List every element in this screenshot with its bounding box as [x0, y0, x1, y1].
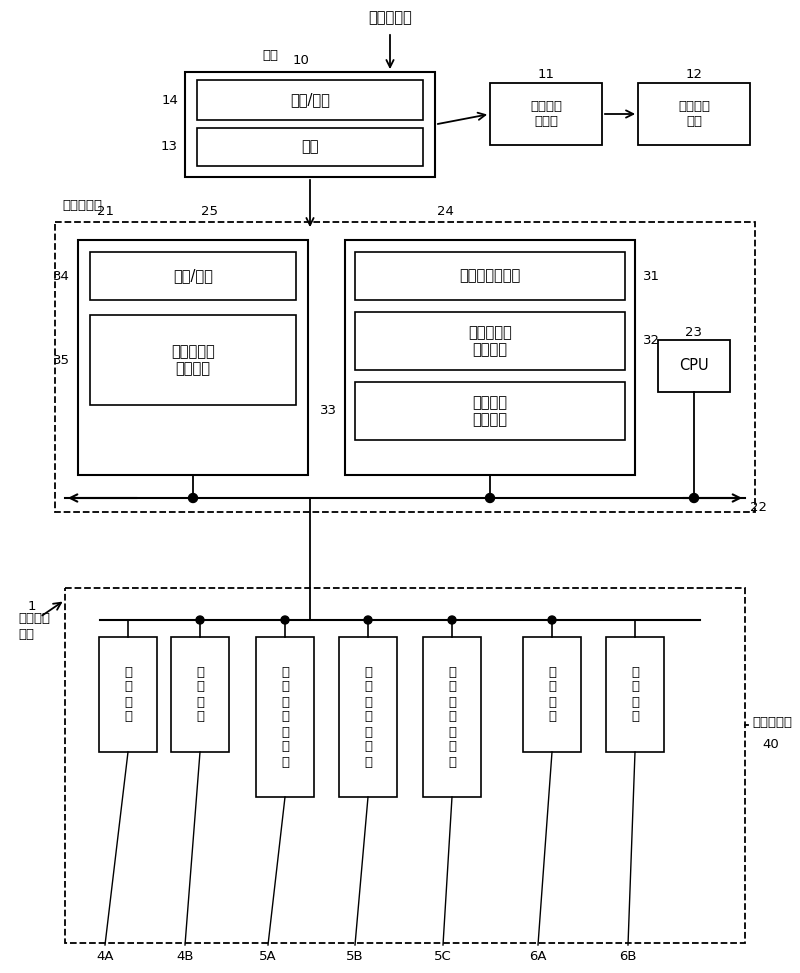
Bar — [171, 637, 229, 752]
Text: 显
像
装
置: 显 像 装 置 — [631, 666, 639, 724]
Bar — [355, 382, 625, 440]
Text: 4A: 4A — [96, 950, 114, 963]
Bar — [90, 252, 296, 300]
Text: 顶部输送
装置: 顶部输送 装置 — [678, 100, 710, 128]
Bar — [197, 128, 423, 166]
Circle shape — [486, 493, 494, 502]
Circle shape — [548, 616, 556, 624]
Text: 31: 31 — [643, 270, 660, 282]
Text: 方案/参数: 方案/参数 — [290, 92, 330, 107]
Text: 14: 14 — [161, 93, 178, 106]
Circle shape — [690, 493, 698, 502]
Text: 批量的交出
控制程序: 批量的交出 控制程序 — [468, 325, 512, 357]
Text: 显
像
装
置: 显 像 装 置 — [548, 666, 556, 724]
Text: 13: 13 — [161, 140, 178, 154]
Bar — [55, 222, 755, 512]
Bar — [423, 637, 481, 797]
Bar — [197, 80, 423, 120]
Text: 涂
敷
装
置: 涂 敷 装 置 — [196, 666, 204, 724]
Circle shape — [189, 493, 198, 502]
Text: 装置的状况
信息数据: 装置的状况 信息数据 — [171, 343, 215, 377]
Text: 11: 11 — [538, 68, 554, 82]
Text: 24: 24 — [437, 205, 454, 218]
Text: 涂
敷
装
置: 涂 敷 装 置 — [124, 666, 132, 724]
Bar — [90, 315, 296, 405]
Text: 程序: 程序 — [302, 139, 318, 155]
Bar — [78, 240, 308, 475]
Text: 35: 35 — [53, 353, 70, 367]
Text: 系统: 系统 — [18, 628, 34, 641]
Bar — [490, 83, 602, 145]
Text: 6A: 6A — [530, 950, 546, 963]
Text: 1: 1 — [28, 600, 37, 613]
Text: 34: 34 — [53, 270, 70, 282]
Text: 32: 32 — [643, 335, 660, 347]
Text: 21: 21 — [97, 205, 114, 218]
Text: CPU: CPU — [679, 358, 709, 374]
Text: 自动输送
控制部: 自动输送 控制部 — [530, 100, 562, 128]
Text: 方案/参数: 方案/参数 — [173, 269, 213, 283]
Text: 曝
光
、
加
热
装
置: 曝 光 、 加 热 装 置 — [364, 666, 372, 769]
Bar — [345, 240, 635, 475]
Text: 22: 22 — [750, 501, 767, 514]
Circle shape — [448, 616, 456, 624]
Text: 5C: 5C — [434, 950, 452, 963]
Bar — [355, 252, 625, 300]
Text: 33: 33 — [320, 405, 337, 417]
Text: 23: 23 — [686, 326, 702, 339]
Bar — [256, 637, 314, 797]
Circle shape — [196, 616, 204, 624]
Text: 5B: 5B — [346, 950, 364, 963]
Text: 基板处理: 基板处理 — [18, 612, 50, 625]
Text: 4B: 4B — [176, 950, 194, 963]
Text: 上游侧装置: 上游侧装置 — [368, 11, 412, 25]
Text: 5A: 5A — [259, 950, 277, 963]
Bar — [658, 340, 730, 392]
Text: 处理装置组: 处理装置组 — [752, 715, 792, 729]
Text: 6B: 6B — [619, 950, 637, 963]
Text: 12: 12 — [686, 68, 702, 82]
Text: 主机: 主机 — [262, 49, 278, 62]
Bar — [65, 588, 745, 943]
Circle shape — [281, 616, 289, 624]
Text: 曝
光
、
加
热
装
置: 曝 光 、 加 热 装 置 — [448, 666, 456, 769]
Text: 40: 40 — [762, 738, 778, 751]
Text: 10: 10 — [293, 54, 310, 67]
Bar — [606, 637, 664, 752]
Bar — [339, 637, 397, 797]
Circle shape — [364, 616, 372, 624]
Text: 25: 25 — [202, 205, 218, 218]
Bar — [638, 83, 750, 145]
Text: 曝
光
、
加
热
装
置: 曝 光 、 加 热 装 置 — [281, 666, 289, 769]
Bar — [523, 637, 581, 752]
Text: 群组控制器: 群组控制器 — [62, 199, 102, 212]
Bar — [99, 637, 157, 752]
Text: 载体输送
控制程序: 载体输送 控制程序 — [473, 395, 507, 427]
Text: 装置的选择程序: 装置的选择程序 — [459, 269, 521, 283]
Bar — [355, 312, 625, 370]
Bar — [185, 72, 435, 177]
